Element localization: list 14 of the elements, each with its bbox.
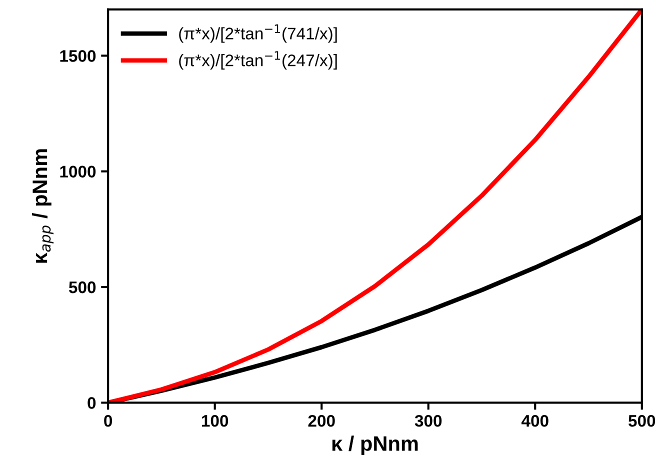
legend-label: (π*x)/[2*tan$^{−1}$(741/x)] xyxy=(179,24,337,43)
x-tick-label: 0 xyxy=(104,414,112,427)
y-tick-label: 1500 xyxy=(60,50,96,62)
y-tick-label: 0 xyxy=(88,397,96,409)
x-tick-label: 500 xyxy=(628,414,655,427)
legend-label: (π*x)/[2*tan$^{−1}$(247/x)] xyxy=(179,51,337,70)
x-axis-title: κ / pNnm xyxy=(332,436,418,456)
x-tick-label: 400 xyxy=(521,414,548,427)
x-tick-label: 200 xyxy=(308,414,335,427)
y-tick-label: 1000 xyxy=(60,166,96,178)
y-tick-label: 500 xyxy=(68,281,96,294)
y-axis-title: κ$_{app}$ / pNnm xyxy=(32,149,54,263)
x-tick-label: 100 xyxy=(202,414,228,427)
x-tick-label: 300 xyxy=(414,414,442,427)
